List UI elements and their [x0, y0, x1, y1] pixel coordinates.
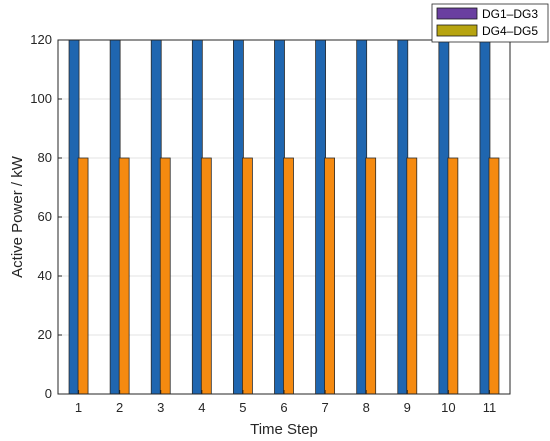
y-axis-ticks: 0 20 40 60 80 100 120 — [30, 32, 62, 401]
bar-dg1-dg3-3 — [150, 39, 162, 395]
bar-dg4-dg5-4 — [200, 157, 212, 395]
legend-swatch — [436, 24, 478, 37]
bar-dg1-dg3-10 — [438, 39, 450, 395]
legend: DG1–DG3 DG4–DG5 — [431, 3, 549, 43]
bar-dg4-dg5-2 — [118, 157, 130, 395]
x-tick-label: 10 — [441, 400, 455, 415]
bar-dg4-dg5-1 — [77, 157, 89, 395]
x-tick-label: 8 — [363, 400, 370, 415]
bar-dg4-dg5-11 — [488, 157, 500, 395]
bar-dg1-dg3-2 — [109, 39, 121, 395]
bar-dg4-dg5-3 — [159, 157, 171, 395]
bar-dg4-dg5-8 — [365, 157, 377, 395]
y-axis-label: Active Power / kW — [9, 155, 26, 278]
y-tick-label: 120 — [30, 32, 52, 47]
bar-dg4-dg5-9 — [406, 157, 418, 395]
bar-dg1-dg3-7 — [315, 39, 326, 395]
bar-dg1-dg3-1 — [68, 39, 80, 395]
bar-dg1-dg3-4 — [191, 39, 203, 395]
bar-dg1-dg3-5 — [233, 39, 244, 395]
x-tick-label: 6 — [280, 400, 287, 415]
bar-dg4-dg5-7 — [324, 157, 335, 395]
y-tick-label: 40 — [38, 268, 52, 283]
x-axis-label: Time Step — [250, 421, 318, 438]
x-tick-label: 11 — [483, 400, 497, 415]
x-tick-label: 1 — [75, 400, 82, 415]
bar-dg1-dg3-11 — [479, 39, 491, 395]
x-tick-label: 9 — [404, 400, 411, 415]
bar-dg1-dg3-9 — [397, 39, 409, 395]
legend-label: DG4–DG5 — [482, 24, 538, 38]
x-tick-label: 5 — [239, 400, 246, 415]
bar-dg4-dg5-10 — [447, 157, 459, 395]
x-tick-label: 4 — [198, 400, 205, 415]
bar-dg4-dg5-5 — [242, 157, 253, 395]
x-tick-label: 7 — [321, 400, 328, 415]
y-tick-label: 100 — [30, 91, 52, 106]
bars — [68, 39, 500, 395]
x-axis-ticks: 1 2 3 4 5 6 7 8 9 10 11 — [75, 390, 496, 415]
bar-dg1-dg3-6 — [274, 39, 285, 395]
y-tick-label: 0 — [45, 386, 52, 401]
bar-dg1-dg3-8 — [356, 39, 368, 395]
bar-dg4-dg5-6 — [283, 157, 294, 395]
x-tick-label: 3 — [157, 400, 164, 415]
y-tick-label: 60 — [38, 209, 52, 224]
y-tick-label: 20 — [38, 327, 52, 342]
x-tick-label: 2 — [116, 400, 123, 415]
legend-swatch — [436, 7, 478, 20]
y-tick-label: 80 — [38, 150, 52, 165]
legend-label: DG1–DG3 — [482, 7, 538, 21]
